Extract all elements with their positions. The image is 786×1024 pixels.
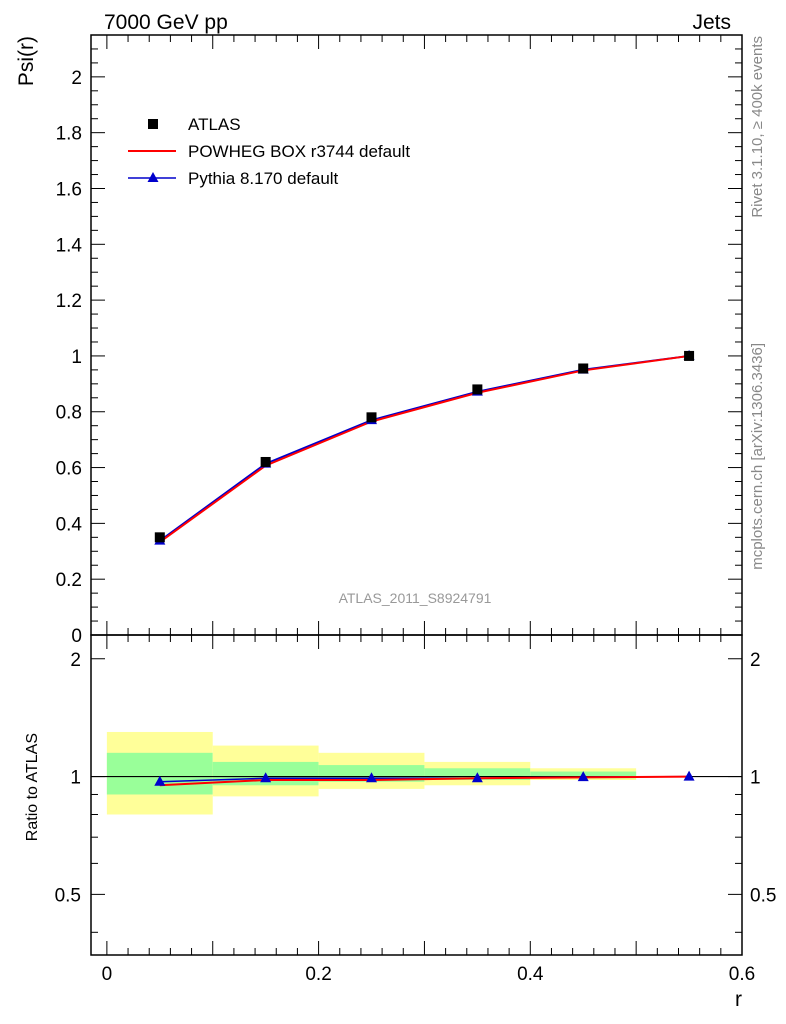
main-series-group	[154, 349, 695, 545]
ratio-ytick-label-right: 0.5	[750, 885, 776, 906]
header-right-label: Jets	[692, 11, 731, 34]
pythia-main-line	[159, 355, 690, 542]
ratio-ytick-label-right: 1	[750, 768, 761, 789]
header-left-label: 7000 GeV pp	[104, 11, 228, 34]
main-ytick-label: 0.6	[56, 459, 82, 480]
main-ytick-label: 0.8	[56, 403, 82, 424]
ratio-band-group	[91, 731, 742, 815]
pythia-ratio-point	[154, 775, 166, 786]
pythia-ratio-point	[577, 771, 589, 782]
ratio-panel-frame	[90, 634, 743, 956]
legend-pythia-marker	[147, 172, 159, 182]
rivet-label: Rivet 3.1.10, ≥ 400k events	[749, 36, 766, 218]
main-ytick-label: 1.8	[56, 124, 82, 145]
main-ylabel: Psi(r)	[15, 36, 38, 86]
main-ytick-label: 2	[71, 68, 82, 89]
pythia-ratio-point	[260, 772, 272, 783]
main-tick-group: 0 0.2 0.4 0.6 0.8 1 1.2 1.4 1.6 1.8 2	[56, 34, 743, 647]
ratio-tick-group: 0.5 0.5 1 1 2 2 0 0.2 0.4 0.6	[55, 635, 776, 985]
ratio-ytick-label: 1	[70, 768, 81, 789]
powheg-ratio-line	[159, 775, 690, 787]
atlas-data-point	[684, 350, 695, 361]
pythia-ratio-point	[471, 772, 483, 783]
ratio-xtick-label: 0	[102, 964, 113, 985]
ratio-ytick-label: 0.5	[55, 885, 81, 906]
ratio-xtick-label: 0.6	[729, 964, 755, 985]
ratio-ylabel: Ratio to ATLAS	[24, 733, 41, 841]
main-ytick-label: 1.6	[56, 179, 82, 200]
ratio-ytick-label: 2	[70, 650, 81, 671]
legend-atlas-marker	[148, 119, 158, 129]
main-ytick-label: 0	[71, 626, 82, 647]
ratio-ytick-label-right: 2	[750, 650, 761, 671]
atlas-data-point	[260, 456, 271, 467]
main-ytick-label: 0.2	[56, 570, 82, 591]
ratio-band-inner	[106, 752, 213, 795]
atlas-data-point	[472, 384, 483, 395]
pythia-ratio-point	[683, 770, 695, 781]
legend: ATLAS POWHEG BOX r3744 default Pythia 8.17…	[128, 115, 410, 188]
legend-label: ATLAS	[188, 115, 241, 134]
ratio-xtick-label: 0.4	[517, 964, 544, 985]
atlas-data-point	[578, 363, 589, 374]
pythia-ratio-point	[366, 772, 378, 783]
ratio-xlabel: r	[735, 988, 742, 1011]
main-ytick-label: 1	[71, 347, 82, 368]
legend-label: POWHEG BOX r3744 default	[188, 142, 410, 161]
analysis-label: ATLAS_2011_S8924791	[339, 590, 492, 606]
legend-label: Pythia 8.170 default	[188, 169, 339, 188]
main-ytick-label: 0.4	[56, 514, 83, 535]
ratio-series-group	[154, 770, 695, 787]
main-ytick-label: 1.4	[56, 235, 83, 256]
atlas-data-point	[154, 532, 165, 543]
ratio-xtick-label: 0.2	[305, 964, 331, 985]
mcplots-label: mcplots.cern.ch [arXiv:1306.3436]	[749, 343, 766, 570]
main-ytick-label: 1.2	[56, 291, 82, 312]
atlas-data-point	[366, 412, 377, 423]
powheg-main-line	[159, 354, 690, 543]
